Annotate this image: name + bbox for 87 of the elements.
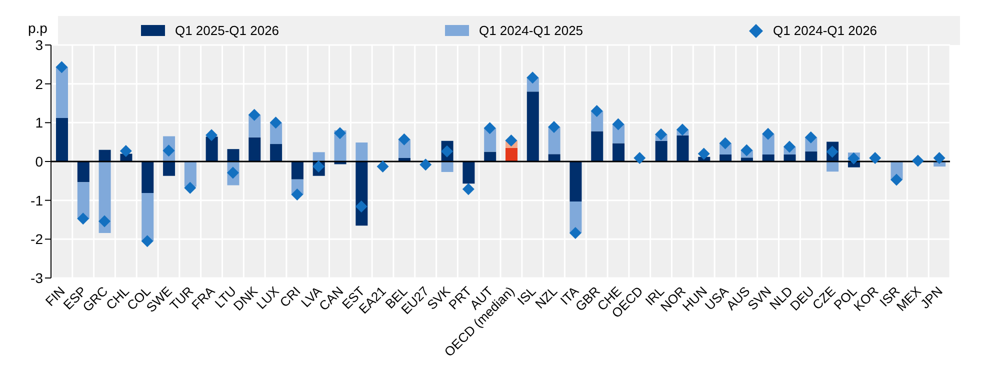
y-tick-label: -3: [30, 270, 44, 286]
y-tick-label: -2: [30, 231, 44, 248]
bar: [142, 192, 154, 242]
y-tick-label: -1: [30, 192, 44, 208]
point: [462, 183, 474, 196]
legend-label: Q1 2025-Q1 2026: [174, 23, 280, 38]
bar: [98, 162, 111, 233]
bar: [591, 131, 604, 162]
bar: [526, 92, 539, 162]
bar: [77, 182, 90, 219]
point: [912, 154, 924, 167]
point: [141, 235, 154, 248]
point: [548, 120, 560, 133]
point: [634, 152, 646, 164]
legend-label: Q1 2024-Q1 2026: [772, 23, 878, 38]
point: [590, 105, 603, 118]
point: [162, 144, 175, 157]
bar: [612, 143, 625, 162]
bar: [56, 67, 68, 118]
point: [848, 152, 860, 164]
bar: [655, 140, 668, 162]
bar: [142, 162, 154, 193]
point: [312, 160, 325, 173]
bar: [720, 154, 732, 162]
point: [248, 108, 260, 121]
bar: [462, 162, 475, 184]
bar: [227, 149, 240, 162]
point: [655, 128, 668, 140]
bar: [570, 202, 582, 233]
y-tick-label: 1: [35, 114, 44, 131]
point: [440, 145, 453, 158]
bar: [291, 162, 304, 180]
bar: [56, 118, 68, 162]
legend-label: Q1 2024-Q1 2025: [478, 23, 584, 38]
bar: [312, 152, 325, 162]
point: [77, 212, 90, 225]
bar: [206, 136, 218, 162]
bar: [506, 148, 518, 162]
point: [740, 144, 753, 156]
bar: [570, 162, 582, 202]
point: [420, 158, 432, 171]
point: [484, 122, 496, 134]
point: [526, 72, 539, 84]
bar: [676, 135, 689, 162]
bar: [356, 142, 368, 162]
point: [698, 148, 710, 160]
point: [270, 116, 282, 129]
bar: [762, 154, 774, 162]
point: [826, 146, 838, 158]
point: [291, 188, 304, 201]
bar: [248, 137, 261, 162]
point: [226, 166, 239, 179]
point: [56, 61, 68, 74]
bar: [805, 151, 818, 162]
point: [569, 226, 582, 239]
bar: [740, 158, 753, 162]
bar: [77, 162, 90, 182]
point: [184, 182, 196, 194]
point: [334, 127, 346, 140]
point: [612, 118, 624, 130]
y-tick-label: 2: [35, 76, 44, 92]
bar: [163, 162, 176, 176]
point: [762, 128, 774, 140]
bar: [270, 144, 282, 162]
bar: [441, 162, 454, 172]
point: [933, 152, 946, 164]
bar: [548, 154, 560, 162]
bar: [98, 150, 111, 162]
point: [869, 152, 882, 164]
y-tick-label: 0: [35, 153, 44, 170]
point: [206, 129, 218, 142]
point: [676, 124, 688, 136]
point: [890, 174, 902, 186]
point: [719, 137, 732, 150]
point: [505, 134, 518, 147]
point: [355, 200, 368, 213]
y-axis-title: p.p: [28, 20, 48, 36]
point: [98, 215, 111, 228]
bar: [484, 152, 496, 162]
point: [398, 133, 410, 146]
point: [376, 160, 389, 173]
point: [783, 140, 796, 153]
point: [804, 131, 817, 144]
point: [120, 145, 132, 158]
bar: [784, 154, 796, 162]
x-tick-label: JPN: [917, 284, 946, 312]
y-tick-label: 3: [35, 36, 44, 53]
